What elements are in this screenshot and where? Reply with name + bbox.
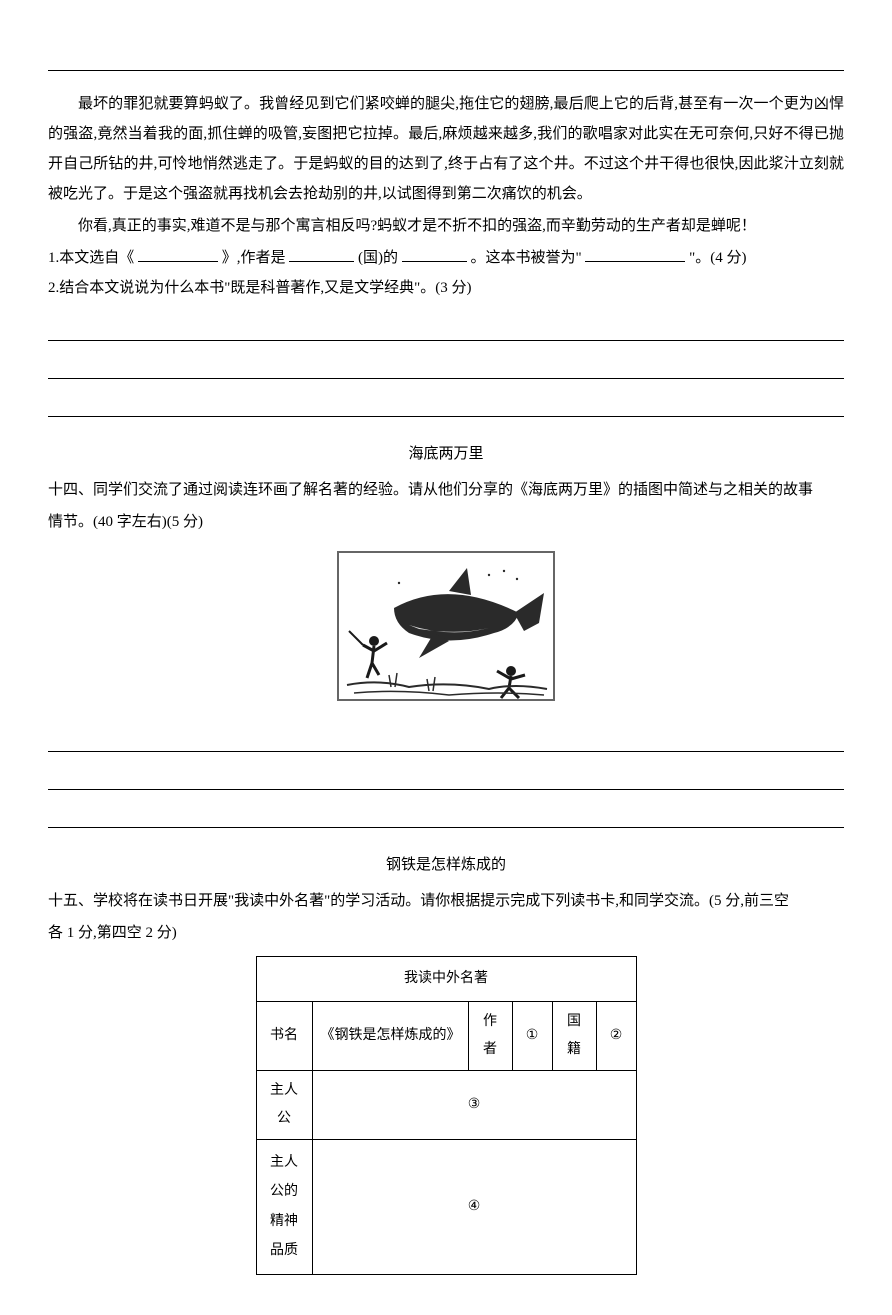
table-row: 书名 《钢铁是怎样炼成的》 作者 ① 国籍 ② — [256, 1002, 636, 1071]
question-15-line1: 十五、学校将在读书日开展"我读中外名著"的学习活动。请你根据提示完成下列读书卡,… — [48, 886, 844, 916]
q1-blank-1[interactable] — [138, 244, 218, 262]
question-2: 2.结合本文说说为什么本书"既是科普著作,又是文学经典"。(3 分) — [48, 273, 844, 303]
spirit-label-l2: 公的 — [270, 1184, 298, 1199]
spirit-label-l1: 主人 — [270, 1155, 298, 1170]
answer-line[interactable] — [48, 311, 844, 341]
q1-text-3: (国)的 — [358, 250, 398, 266]
cell-blank-1[interactable]: ① — [512, 1002, 552, 1071]
answer-line[interactable] — [48, 387, 844, 417]
answer-line[interactable] — [48, 722, 844, 752]
table-header-row: 我读中外名著 — [256, 957, 636, 1002]
card-header: 我读中外名著 — [256, 957, 636, 1002]
table-row: 主人 公的 精神 品质 ④ — [256, 1140, 636, 1275]
question-1: 1.本文选自《 》,作者是 (国)的 。这本书被誉为" "。(4 分) — [48, 243, 844, 273]
q1-text-5: "。(4 分) — [689, 250, 746, 266]
cell-book-name: 《钢铁是怎样炼成的》 — [312, 1002, 468, 1071]
answer-line[interactable] — [48, 760, 844, 790]
shark-illustration — [337, 551, 555, 701]
passage-paragraph-1: 最坏的罪犯就要算蚂蚁了。我曾经见到它们紧咬蝉的腿尖,拖住它的翅膀,最后爬上它的后… — [48, 89, 844, 209]
cell-protagonist-label: 主人公 — [256, 1071, 312, 1140]
spirit-label-l3: 精神 — [270, 1214, 298, 1229]
shark-scene-icon — [339, 553, 555, 701]
cell-blank-3[interactable]: ③ — [312, 1071, 636, 1140]
q1-text-1: 1.本文选自《 — [48, 250, 134, 266]
cell-spirit-label: 主人 公的 精神 品质 — [256, 1140, 312, 1275]
answer-line[interactable] — [48, 798, 844, 828]
question-14-line2: 情节。(40 字左右)(5 分) — [48, 507, 844, 537]
question-15-line2: 各 1 分,第四空 2 分) — [48, 918, 844, 948]
q1-blank-4[interactable] — [585, 244, 685, 262]
table-row: 主人公 ③ — [256, 1071, 636, 1140]
q1-blank-3[interactable] — [402, 244, 467, 262]
section-title-steel: 钢铁是怎样炼成的 — [48, 850, 844, 880]
answer-line[interactable] — [48, 349, 844, 379]
q1-blank-2[interactable] — [289, 244, 354, 262]
cell-book-label: 书名 — [256, 1002, 312, 1071]
cell-blank-4[interactable]: ④ — [312, 1140, 636, 1275]
question-14-line1: 十四、同学们交流了通过阅读连环画了解名著的经验。请从他们分享的《海底两万里》的插… — [48, 475, 844, 505]
cell-author-label: 作者 — [468, 1002, 512, 1071]
reading-card-table: 我读中外名著 书名 《钢铁是怎样炼成的》 作者 ① 国籍 ② 主人公 ③ 主人 … — [256, 956, 637, 1275]
spirit-label-l4: 品质 — [270, 1243, 298, 1258]
section-title-sea: 海底两万里 — [48, 439, 844, 469]
top-horizontal-rule — [48, 70, 844, 71]
q1-text-2: 》,作者是 — [222, 250, 286, 266]
cell-nationality-label: 国籍 — [552, 1002, 596, 1071]
q1-text-4: 。这本书被誉为" — [471, 250, 582, 266]
passage-paragraph-2: 你看,真正的事实,难道不是与那个寓言相反吗?蚂蚁才是不折不扣的强盗,而辛勤劳动的… — [48, 211, 844, 241]
cell-blank-2[interactable]: ② — [596, 1002, 636, 1071]
illustration-container — [48, 551, 844, 712]
